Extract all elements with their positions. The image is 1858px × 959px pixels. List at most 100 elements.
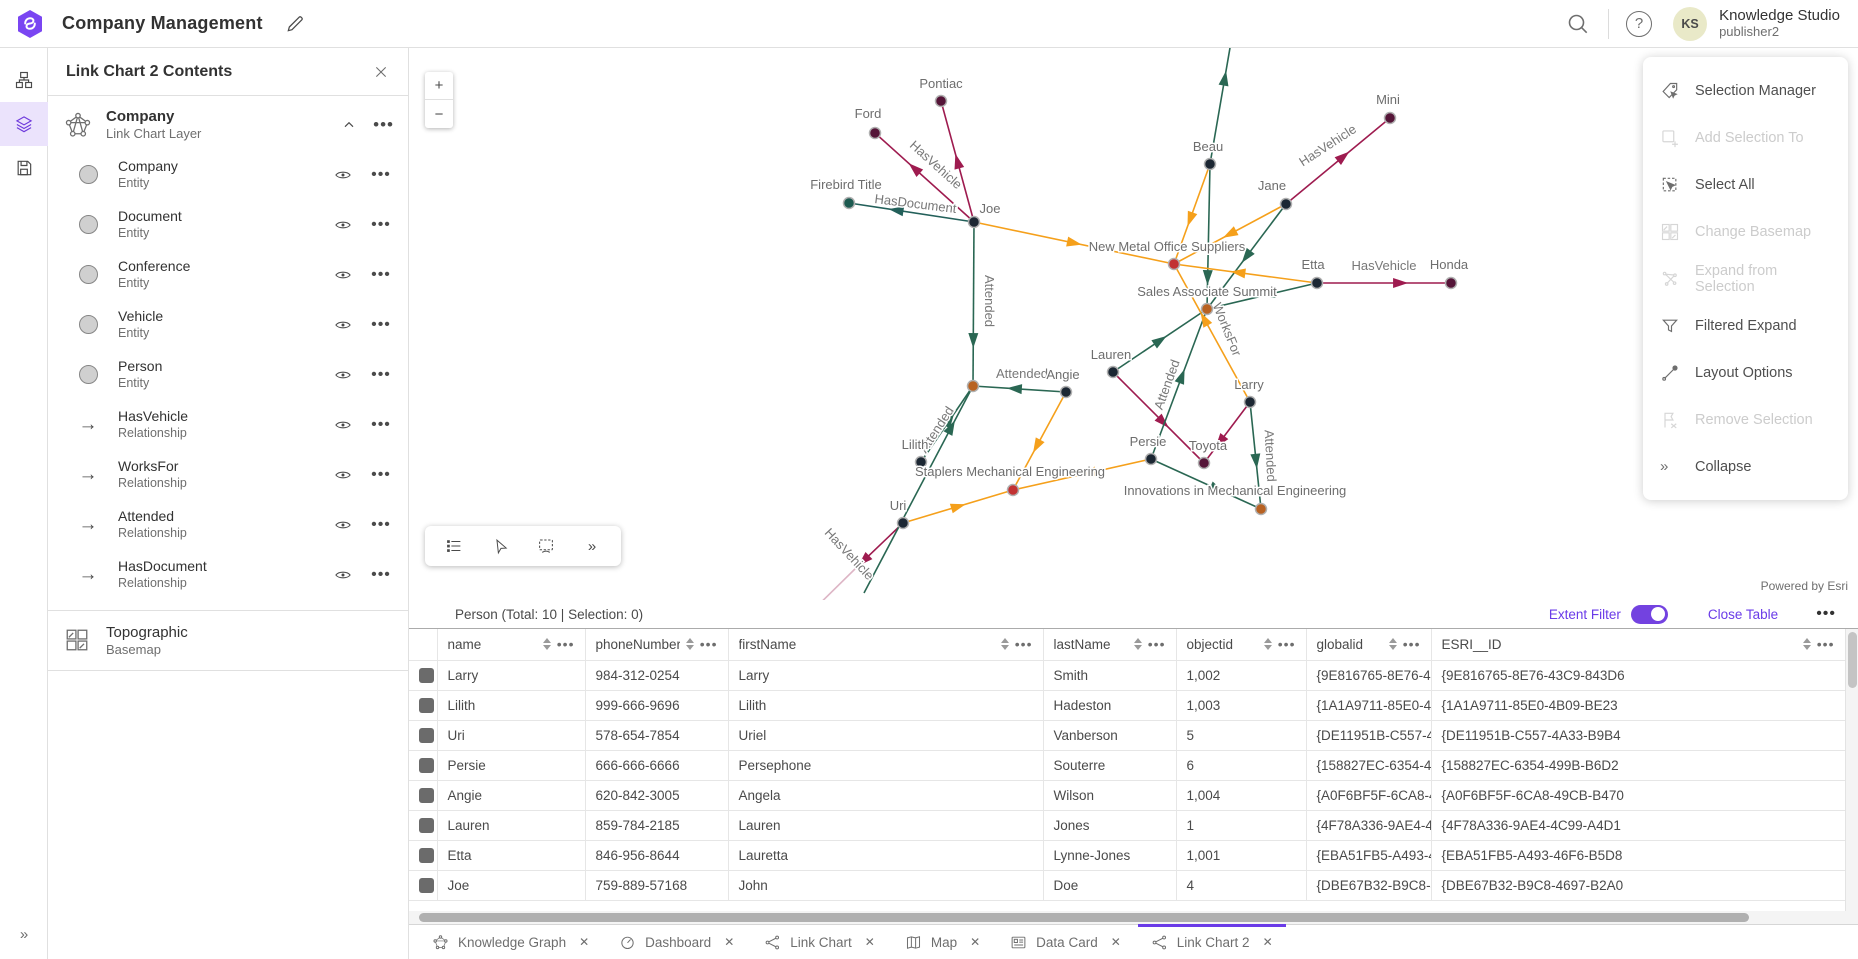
link-chart-graph[interactable]: HasVehicleHasDocumentHasVehicleHasVehicl…: [409, 48, 1858, 600]
table-row[interactable]: Angie 620-842-3005 Angela Wilson 1,004 {A0F6B…: [409, 780, 1846, 811]
layer-row-worksfor[interactable]: → WorksFor Relationship •••: [48, 450, 408, 500]
node-Ford[interactable]: [868, 126, 882, 140]
node-Firebird Title[interactable]: [842, 196, 856, 210]
column-menu-icon[interactable]: •••: [699, 636, 718, 653]
column-menu-icon[interactable]: •••: [556, 636, 575, 653]
toggle-visibility-button[interactable]: [326, 310, 360, 340]
lasso-tool-button[interactable]: [527, 531, 565, 561]
node-Persie[interactable]: [1144, 452, 1158, 466]
layer-options-button[interactable]: •••: [364, 160, 398, 190]
layer-options-button[interactable]: •••: [364, 310, 398, 340]
edge-attended[interactable]: [1150, 458, 1262, 510]
help-button[interactable]: ?: [1619, 4, 1659, 44]
toggle-visibility-button[interactable]: [326, 460, 360, 490]
node-Staplers Mechanical Engineering[interactable]: [1006, 483, 1020, 497]
table-row[interactable]: Uri 578-654-7854 Uriel Vanberson 5 {DE11951B-…: [409, 720, 1846, 751]
search-button[interactable]: [1558, 4, 1598, 44]
node-Sales Associate Summit[interactable]: [1200, 302, 1214, 316]
layer-row-attended[interactable]: → Attended Relationship •••: [48, 500, 408, 550]
toggle-visibility-button[interactable]: [326, 360, 360, 390]
sort-icon[interactable]: [1802, 638, 1811, 651]
list-tool-button[interactable]: [435, 531, 473, 561]
toggle-visibility-button[interactable]: [326, 510, 360, 540]
row-checkbox[interactable]: [419, 817, 434, 833]
table-row[interactable]: Lilith 999-666-9696 Lilith Hadeston 1,003 {1A…: [409, 690, 1846, 721]
layer-options-button[interactable]: •••: [364, 260, 398, 290]
edge-worksfor[interactable]: [1173, 263, 1251, 403]
menu-item-layout-options[interactable]: Layout Options: [1643, 349, 1848, 396]
edge-worksfor[interactable]: [1173, 263, 1318, 284]
table-row[interactable]: Joe759-889-57168JohnDoe4{DBE67B32-B9C8-4…: [409, 870, 1846, 901]
row-select-cell[interactable]: [409, 660, 438, 691]
extent-filter-toggle[interactable]: [1630, 604, 1668, 624]
layer-group-row[interactable]: Company Link Chart Layer •••: [48, 96, 408, 146]
menu-item-collapse[interactable]: » Collapse: [1660, 458, 1752, 475]
node-Lilith[interactable]: [914, 455, 928, 469]
menu-item-filtered-expand[interactable]: Filtered Expand: [1643, 302, 1848, 349]
menu-item-select-all[interactable]: Select All: [1643, 161, 1848, 208]
column-header-globalid[interactable]: globalid •••: [1306, 629, 1432, 661]
node-Angie[interactable]: [1059, 385, 1073, 399]
toggle-visibility-button[interactable]: [326, 560, 360, 590]
column-menu-icon[interactable]: •••: [1402, 636, 1421, 653]
basemap-row[interactable]: Topographic Basemap: [48, 611, 408, 671]
edge-attended[interactable]: [1150, 308, 1208, 460]
node-Toyota[interactable]: [1197, 456, 1211, 470]
user-block[interactable]: Knowledge Studio publisher2: [1719, 7, 1840, 39]
layer-row-company[interactable]: Company Entity •••: [48, 150, 408, 200]
tab-link-chart-2[interactable]: Link Chart 2 ✕: [1136, 924, 1288, 959]
node-Etta[interactable]: [1310, 276, 1324, 290]
layer-options-button[interactable]: •••: [364, 460, 398, 490]
horizontal-scroll-thumb[interactable]: [419, 913, 1749, 922]
close-table-button[interactable]: Close Table: [1707, 606, 1779, 622]
layer-options-button[interactable]: •••: [364, 210, 398, 240]
cursor-tool-button[interactable]: [481, 531, 519, 561]
node-Innovations in Mechanical Engineering[interactable]: [1254, 502, 1268, 516]
tab-close-icon[interactable]: ✕: [724, 935, 735, 949]
tab-link-chart[interactable]: Link Chart ✕: [749, 925, 890, 959]
node-conference[interactable]: [966, 379, 980, 393]
column-header-objectid[interactable]: objectid •••: [1176, 629, 1307, 661]
toggle-visibility-button[interactable]: [326, 410, 360, 440]
rail-save-button[interactable]: [0, 146, 48, 190]
node-Lauren[interactable]: [1106, 365, 1120, 379]
column-header-firstName[interactable]: firstName •••: [728, 629, 1044, 661]
collapse-group-button[interactable]: [341, 117, 357, 133]
table-vertical-scrollbar[interactable]: [1845, 629, 1858, 911]
node-Joe[interactable]: [967, 215, 981, 229]
layer-options-button[interactable]: •••: [364, 510, 398, 540]
edge-hasvehicle[interactable]: [1203, 401, 1251, 464]
node-New Metal Office Suppliers[interactable]: [1167, 257, 1181, 271]
row-checkbox[interactable]: [419, 697, 434, 713]
layer-row-hasdocument[interactable]: → HasDocument Relationship •••: [48, 550, 408, 600]
edit-title-button[interactable]: [279, 8, 311, 40]
vertical-scroll-thumb[interactable]: [1847, 632, 1857, 688]
avatar[interactable]: KS: [1673, 6, 1708, 41]
layer-row-hasvehicle[interactable]: → HasVehicle Relationship •••: [48, 400, 408, 450]
tab-close-icon[interactable]: ✕: [1110, 935, 1121, 949]
table-row[interactable]: Larry 984-312-0254 Larry Smith 1,002 {9E81676…: [409, 660, 1846, 691]
row-checkbox[interactable]: [419, 847, 434, 863]
edge-attended[interactable]: [1209, 48, 1231, 165]
sort-icon[interactable]: [685, 638, 694, 651]
rail-layers-button[interactable]: [0, 102, 48, 146]
row-select-cell[interactable]: [409, 720, 438, 751]
tab-data-card[interactable]: Data Card ✕: [995, 925, 1136, 959]
row-select-cell[interactable]: [409, 750, 438, 781]
node-Mini[interactable]: [1383, 111, 1397, 125]
group-options-button[interactable]: •••: [373, 114, 394, 134]
row-select-cell[interactable]: [409, 810, 438, 841]
row-select-cell[interactable]: [409, 870, 438, 901]
table-row[interactable]: Lauren 859-784-2185 Lauren Jones 1 {4F78A336-…: [409, 810, 1846, 841]
row-select-cell[interactable]: [409, 690, 438, 721]
column-menu-icon[interactable]: •••: [1816, 636, 1835, 653]
sort-icon[interactable]: [1000, 638, 1009, 651]
node-Larry[interactable]: [1243, 395, 1257, 409]
sort-icon[interactable]: [1388, 638, 1397, 651]
row-select-cell[interactable]: [409, 840, 438, 871]
toggle-visibility-button[interactable]: [326, 160, 360, 190]
column-menu-icon[interactable]: •••: [1277, 636, 1296, 653]
table-row[interactable]: Persie 666-666-6666 Persephone Souterre 6 {15…: [409, 750, 1846, 781]
column-menu-icon[interactable]: •••: [1014, 636, 1033, 653]
tab-knowledge-graph[interactable]: Knowledge Graph ✕: [417, 925, 604, 959]
